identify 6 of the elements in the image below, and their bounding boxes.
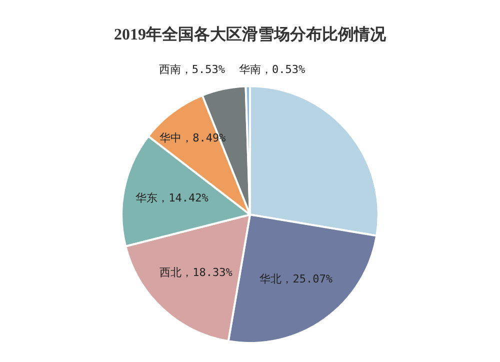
slice-label: 华南，0.53%	[239, 63, 306, 76]
slice-label: 华北，25.07%	[260, 272, 333, 286]
slice-label: 西南，5.53%	[158, 63, 226, 76]
slice-label: 西北，18.33%	[160, 266, 233, 279]
slice-label: 华东，14.42%	[136, 191, 209, 204]
chart-title: 2019年全国各大区滑雪场分布比例情况	[114, 26, 387, 44]
